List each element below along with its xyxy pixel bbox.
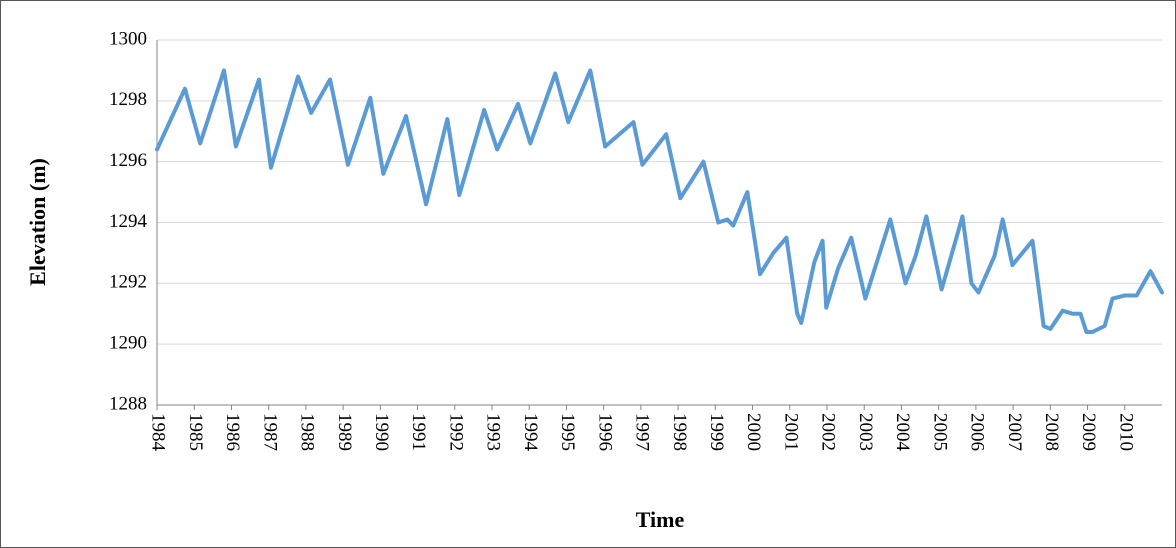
data-line: [155, 68, 1164, 334]
x-tick-label: 2004: [892, 413, 913, 452]
x-tick-label: 2009: [1078, 413, 1099, 451]
x-axis-title: Time: [636, 507, 685, 532]
y-tick-label: 1298: [109, 89, 147, 110]
x-tick-label: 2005: [929, 413, 950, 451]
x-tick-label: 1984: [148, 413, 169, 452]
x-tick-label: 2000: [743, 413, 764, 451]
x-tick-label: 1992: [445, 413, 466, 451]
x-tick-label: 1987: [259, 413, 280, 451]
x-tick-label: 1998: [669, 413, 690, 451]
x-tick-label: 2007: [1004, 413, 1025, 451]
x-tick-label: 1995: [557, 413, 578, 451]
y-tick-label: 1292: [109, 272, 147, 293]
x-tick-label: 2008: [1041, 413, 1062, 451]
x-tick-label: 1990: [371, 413, 392, 451]
x-tick-label: 1986: [222, 413, 243, 451]
x-tick-label: 1988: [297, 413, 318, 451]
x-tick-label: 2010: [1115, 413, 1136, 451]
y-tick-label: 1288: [109, 393, 147, 414]
x-tick-label: 2002: [818, 413, 839, 451]
x-tick-label: 1989: [334, 413, 355, 451]
x-tick-label: 1985: [185, 413, 206, 451]
x-tick-label: 1996: [594, 413, 615, 451]
x-tick-label: 1997: [632, 413, 653, 451]
y-tick-label: 1294: [109, 211, 148, 232]
x-tick-label: 1991: [408, 413, 429, 451]
x-tick-label: 1993: [483, 413, 504, 451]
y-tick-label: 1296: [109, 150, 147, 171]
x-tick-label: 1999: [706, 413, 727, 451]
y-tick-label: 1290: [109, 333, 147, 354]
x-tick-label: 2001: [780, 413, 801, 451]
y-axis-title: Elevation (m): [25, 158, 50, 286]
x-tick-label: 1994: [520, 413, 541, 452]
x-tick-label: 2003: [855, 413, 876, 451]
y-tick-label: 1300: [109, 28, 147, 49]
x-tick-label: 2006: [967, 413, 988, 451]
